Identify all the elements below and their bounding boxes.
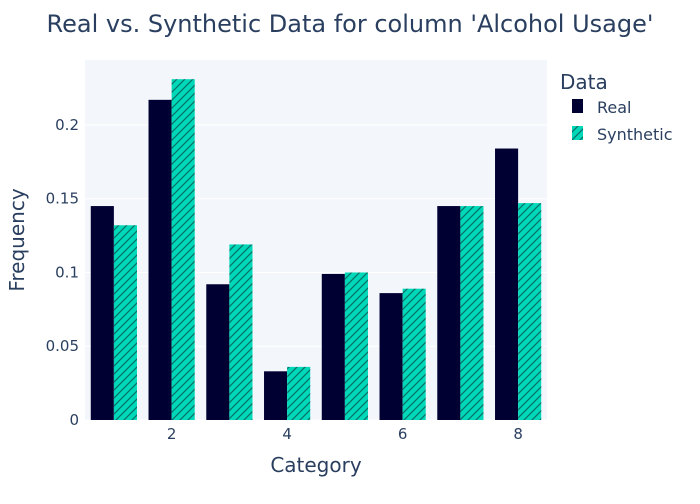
bar-real-6[interactable]	[379, 293, 403, 420]
legend-title: Data	[560, 70, 608, 94]
x-tick-label: 6	[398, 425, 408, 443]
x-tick-label: 8	[513, 425, 523, 443]
bar-synthetic-6[interactable]	[402, 288, 426, 420]
x-axis-ticks: 2 4 6 8	[167, 425, 523, 443]
x-axis-label: Category	[270, 453, 362, 477]
y-tick-label: 0.1	[55, 263, 79, 281]
legend-label-real[interactable]: Real	[597, 98, 632, 117]
legend-swatch-synthetic[interactable]	[572, 126, 583, 140]
bar-real-2[interactable]	[148, 99, 172, 421]
bars-group	[90, 79, 542, 421]
bar-synthetic-1[interactable]	[113, 225, 137, 420]
bar-synthetic-5[interactable]	[344, 272, 368, 420]
legend-label-synthetic[interactable]: Synthetic	[597, 125, 673, 144]
y-axis-ticks: 0 0.05 0.1 0.15 0.2	[46, 116, 79, 429]
bar-real-7[interactable]	[437, 206, 461, 420]
y-tick-label: 0.2	[55, 116, 79, 134]
bar-synthetic-7[interactable]	[460, 206, 484, 420]
bar-real-8[interactable]	[495, 148, 519, 420]
bar-real-5[interactable]	[321, 273, 345, 420]
x-tick-label: 4	[282, 425, 292, 443]
y-tick-label: 0	[69, 411, 79, 429]
legend: Data Real Synthetic	[560, 70, 673, 144]
bar-synthetic-8[interactable]	[518, 203, 542, 420]
bar-synthetic-4[interactable]	[287, 366, 311, 420]
x-tick-label: 2	[167, 425, 177, 443]
bar-synthetic-2[interactable]	[171, 79, 195, 420]
bar-synthetic-3[interactable]	[229, 244, 253, 420]
bar-real-4[interactable]	[264, 371, 288, 420]
y-tick-label: 0.15	[46, 190, 79, 208]
y-tick-label: 0.05	[46, 337, 79, 355]
chart-title: Real vs. Synthetic Data for column 'Alco…	[47, 10, 654, 38]
bar-real-1[interactable]	[90, 206, 114, 420]
legend-swatch-real[interactable]	[572, 99, 583, 113]
bar-real-3[interactable]	[206, 284, 230, 420]
y-axis-label: Frequency	[5, 188, 29, 291]
